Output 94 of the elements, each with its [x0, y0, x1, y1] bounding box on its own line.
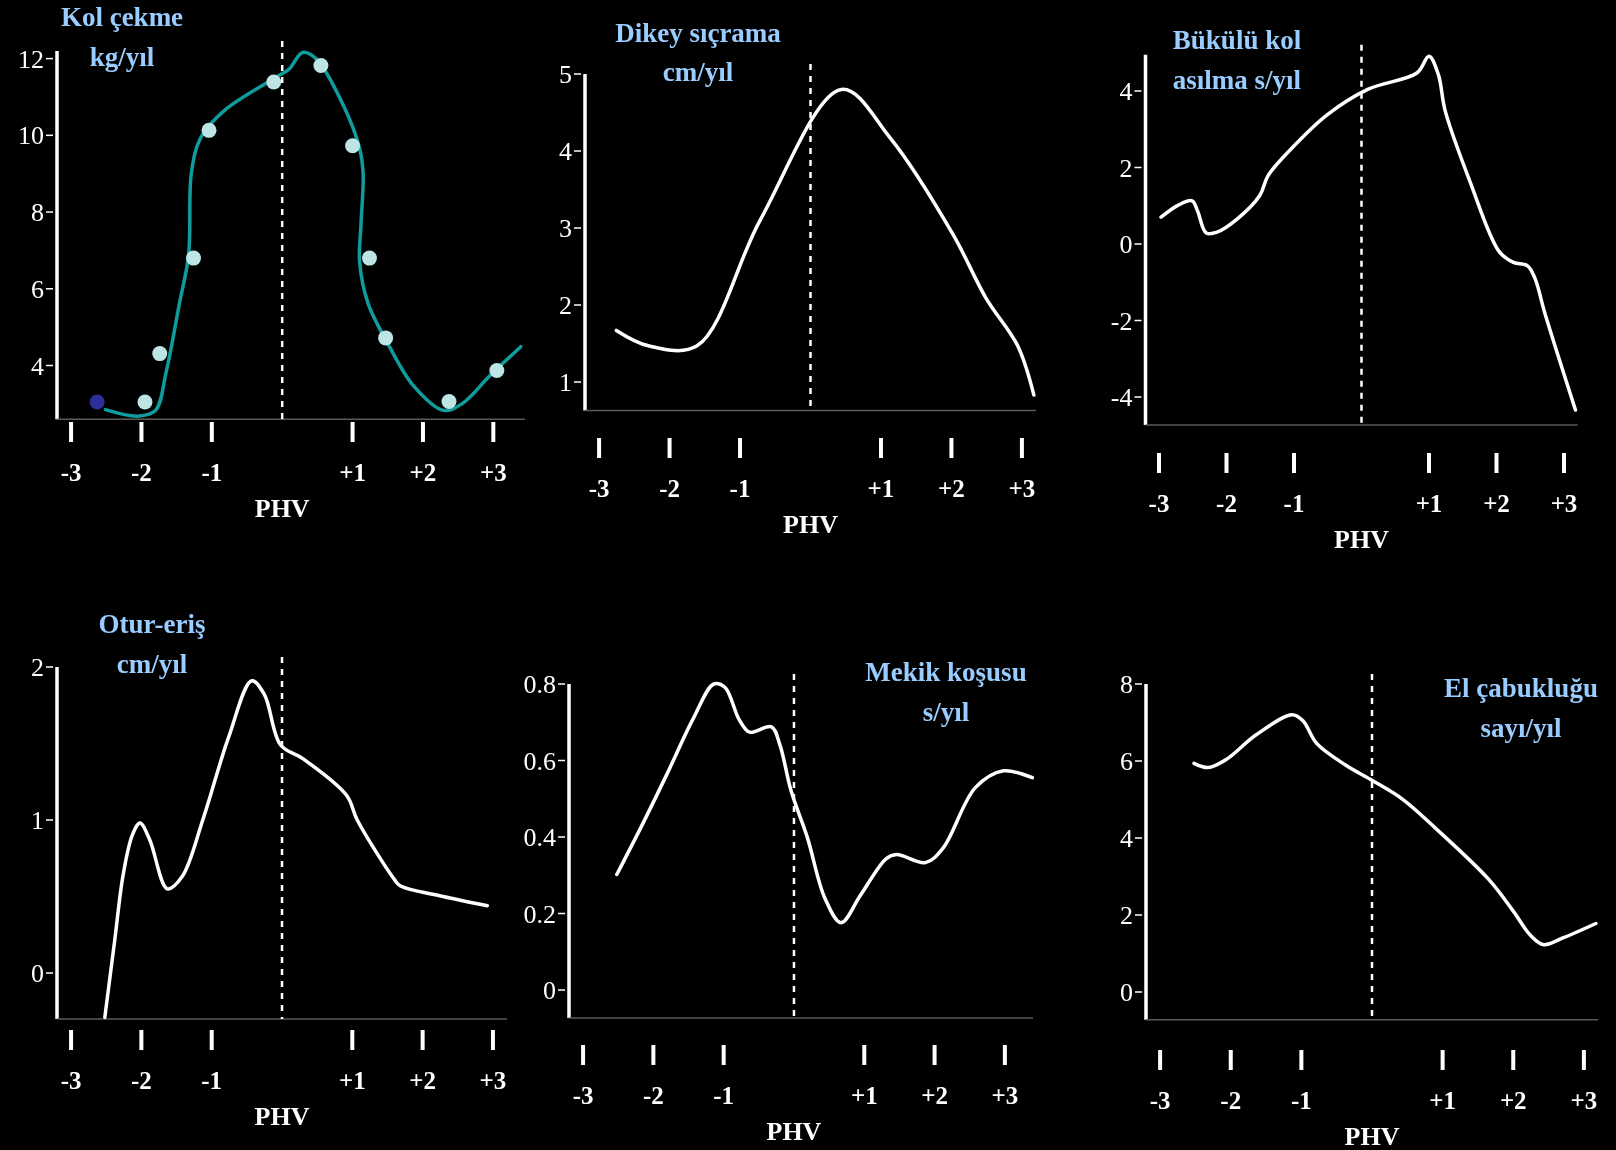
text: s/yıl	[922, 697, 970, 727]
y-tick-label: 0.6	[523, 746, 556, 776]
point	[313, 58, 329, 74]
x-tick-label: -3	[1149, 1086, 1171, 1114]
y-tick-label: 0	[1119, 230, 1133, 260]
point	[89, 394, 105, 410]
chart-subtitle: asılma s/yıl	[1172, 65, 1302, 95]
y-tick-label: 0.8	[523, 670, 556, 700]
x-tick-label: +2	[1483, 489, 1510, 517]
x-tick-label: -2	[130, 1066, 152, 1094]
x-tick-label: -1	[1290, 1086, 1312, 1114]
x-axis-title: PHV	[254, 494, 310, 524]
chart-subtitle: kg/yıl	[89, 42, 155, 72]
chart-title: Otur-eriş	[98, 609, 206, 639]
y-tick-label: 0	[31, 959, 44, 989]
x-tick-label: -2	[1216, 489, 1237, 517]
point	[137, 394, 153, 410]
chart-title: Dikey sıçrama	[615, 18, 782, 48]
x-tick-label: +2	[938, 474, 965, 502]
x-axis-title: PHV	[1334, 525, 1390, 555]
point	[361, 250, 377, 266]
y-tick-label: 8	[1120, 670, 1133, 700]
x-tick-label: +3	[1570, 1086, 1598, 1114]
x-tick-label: -2	[659, 474, 680, 502]
point	[489, 362, 505, 378]
y-tick-label: 1	[559, 368, 572, 398]
x-tick-label: +3	[479, 1066, 507, 1094]
x-tick-label: +1	[339, 458, 366, 486]
x-tick-label: -3	[588, 474, 610, 502]
point	[152, 346, 168, 362]
x-axis-title: PHV	[254, 1102, 310, 1132]
x-tick-label: -3	[1148, 489, 1170, 517]
y-tick-label: -4	[1110, 383, 1133, 413]
y-tick-label: 4	[31, 351, 44, 381]
chart-subtitle: cm/yıl	[662, 57, 734, 87]
y-tick-label: 8	[31, 198, 44, 228]
x-axis-title: PHV	[1344, 1122, 1400, 1150]
y-tick-label: 4	[1120, 824, 1133, 854]
x-tick-label: +1	[850, 1081, 878, 1109]
point	[186, 250, 202, 266]
y-tick-label: 0.2	[523, 899, 556, 929]
y-tick-label: 4	[1119, 77, 1133, 107]
x-tick-label: -1	[201, 1066, 223, 1094]
x-tick-label: +1	[1429, 1086, 1456, 1114]
point	[345, 138, 361, 154]
y-tick-label: 12	[18, 44, 44, 74]
point	[266, 74, 282, 90]
point	[201, 122, 217, 138]
text: sayı/yıl	[1480, 713, 1562, 743]
x-tick-label: +3	[479, 458, 507, 486]
x-tick-label: +3	[991, 1081, 1019, 1109]
chart-subtitle: cm/yıl	[116, 649, 188, 679]
chart-title: Bükülü kol	[1172, 25, 1302, 55]
x-tick-label: -1	[1283, 489, 1305, 517]
x-tick-label: +3	[1550, 489, 1578, 517]
y-tick-label: 0	[543, 976, 556, 1006]
y-tick-label: 6	[1120, 747, 1133, 777]
x-tick-label: +2	[1499, 1086, 1527, 1114]
y-tick-label: 2	[1119, 153, 1133, 183]
y-tick-label: -2	[1110, 306, 1133, 336]
y-tick-label: 0	[1120, 978, 1133, 1008]
x-tick-label: +1	[338, 1066, 366, 1094]
x-tick-label: -2	[1220, 1086, 1242, 1114]
x-axis-title: PHV	[783, 510, 839, 540]
x-tick-label: +2	[921, 1081, 948, 1109]
point	[378, 330, 394, 346]
x-tick-label: -1	[713, 1081, 735, 1109]
point	[441, 394, 457, 410]
y-tick-label: 6	[31, 274, 44, 304]
y-tick-label: 1	[31, 806, 44, 836]
x-tick-label: -3	[572, 1081, 594, 1109]
x-axis-title: PHV	[766, 1117, 822, 1147]
chart-title: El çabukluğu	[1444, 673, 1598, 703]
x-tick-label: +1	[867, 474, 895, 502]
chart-title: Kol çekme	[60, 2, 184, 32]
x-tick-label: -1	[201, 458, 223, 486]
y-tick-label: 4	[559, 137, 572, 167]
chart-title: Mekik koşusu	[865, 657, 1027, 687]
y-tick-label: 10	[18, 121, 44, 151]
x-tick-label: +2	[409, 458, 437, 486]
y-tick-label: 2	[1120, 901, 1133, 931]
x-tick-label: -3	[60, 458, 82, 486]
x-tick-label: +1	[1415, 489, 1443, 517]
y-tick-label: 5	[559, 60, 572, 90]
y-tick-label: 3	[559, 214, 572, 244]
x-tick-label: +3	[1008, 474, 1036, 502]
x-tick-label: -2	[131, 458, 152, 486]
x-tick-label: -1	[729, 474, 751, 502]
y-tick-label: 2	[559, 291, 572, 321]
x-tick-label: -3	[60, 1066, 82, 1094]
x-tick-label: -2	[642, 1081, 664, 1109]
x-tick-label: +2	[409, 1066, 436, 1094]
y-tick-label: 2	[31, 653, 44, 683]
y-tick-label: 0.4	[523, 823, 556, 853]
